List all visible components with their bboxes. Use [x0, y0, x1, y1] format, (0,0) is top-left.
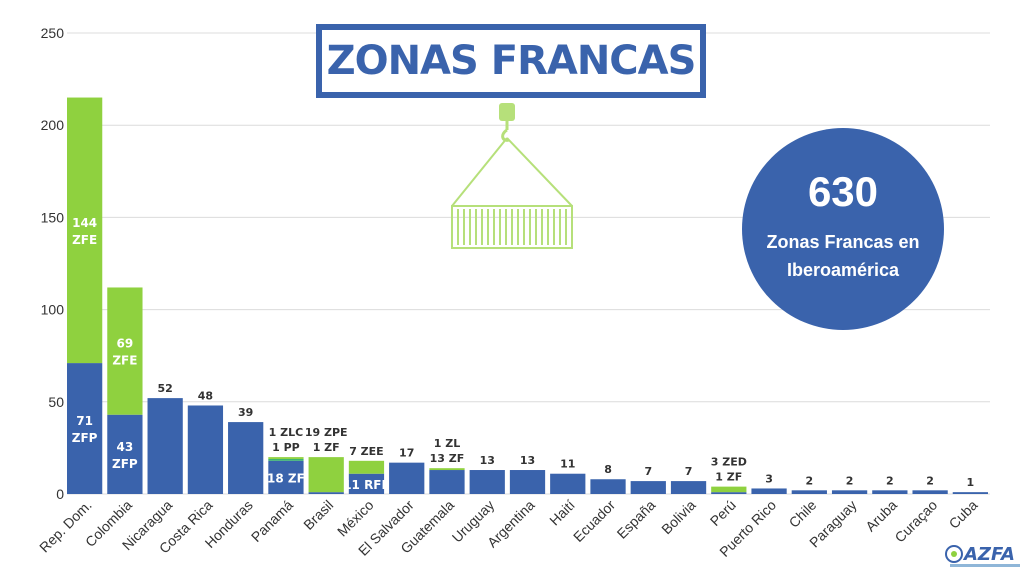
bar-segment	[509, 470, 546, 494]
bar-segment	[268, 458, 304, 461]
bar-segment	[429, 468, 465, 471]
bar-value-label: 2	[886, 474, 894, 487]
bar-value-label: 1 ZF	[313, 441, 340, 454]
bar-segment	[67, 97, 103, 364]
bar-value-label: 1 ZLC	[269, 426, 304, 439]
shipping-container-icon	[451, 205, 573, 249]
bar-segment	[872, 490, 908, 494]
bar-value-label: 1 ZL	[434, 437, 460, 450]
bar-value-label: 17	[399, 447, 414, 460]
x-tick-label: Curaçao	[891, 497, 940, 546]
y-tick-label: 100	[41, 302, 65, 318]
x-tick-label: Rep. Dom.	[36, 497, 95, 556]
bar-segment-label: ZFP	[112, 457, 138, 471]
bar-segment	[751, 488, 787, 494]
x-tick-label: Perú	[707, 497, 739, 529]
bar-value-label: 1 ZF	[715, 471, 742, 484]
summary-value: 630	[807, 168, 879, 215]
bar-segment-label: 144	[72, 216, 97, 230]
bar-segment	[630, 481, 666, 494]
bar-segment-label: ZFE	[72, 233, 97, 247]
bar-value-label: 8	[604, 463, 612, 476]
bar-segment	[147, 398, 183, 494]
bar-value-label: 7	[685, 465, 693, 478]
bar-segment	[228, 422, 264, 494]
bar-segment	[187, 405, 224, 494]
bar-segment	[348, 473, 385, 494]
x-tick-label: Bolivia	[658, 497, 699, 538]
bar-segment	[912, 490, 948, 494]
logo-underline	[950, 564, 1020, 567]
bar-segment	[952, 492, 988, 494]
x-tick-label: Chile	[786, 497, 820, 531]
crane-hook-icon	[451, 103, 573, 207]
bar-value-label: 13 ZF	[430, 452, 465, 465]
x-tick-label: Panamá	[248, 497, 296, 545]
x-tick-label: Aruba	[862, 497, 900, 535]
bar-segment	[791, 490, 827, 494]
bar-value-label: 2	[926, 474, 934, 487]
bar-segment-label: 18 ZF	[267, 471, 305, 485]
logo-text: AZFA	[964, 544, 1015, 565]
bar-segment	[348, 460, 385, 474]
y-tick-label: 50	[48, 394, 64, 410]
bar-value-label: 3 ZED	[711, 456, 747, 469]
bar-segment-label: ZFP	[72, 431, 98, 445]
bar-segment	[670, 481, 707, 494]
y-axis-ticks: 0 50 100 150 200 250	[41, 25, 65, 502]
bar-value-label: 1	[967, 476, 975, 489]
azfa-logo-icon: AZFA	[944, 542, 1020, 572]
bar-segment-label: 43	[117, 440, 134, 454]
chart-title-box: ZONAS FRANCAS	[316, 24, 706, 98]
bar-segment	[469, 470, 505, 494]
bar-value-label: 7	[644, 465, 652, 478]
bar-segment	[107, 287, 143, 415]
x-tick-label: España	[614, 497, 659, 542]
x-tick-label: Haití	[546, 497, 578, 529]
bar-segment	[711, 492, 747, 494]
x-tick-label: Brasil	[300, 497, 336, 533]
bar-value-label: 2	[846, 474, 854, 487]
bar-segment	[308, 457, 344, 493]
bar-value-label: 52	[157, 382, 172, 395]
summary-label: Zonas Francas en Iberoamérica	[766, 232, 920, 280]
bar-value-label: 2	[805, 474, 813, 487]
bar-segment	[590, 479, 626, 494]
bar-segment	[711, 486, 747, 493]
bar-segment	[831, 490, 868, 494]
bar-value-label: 3	[765, 472, 773, 485]
bar-segment-label: 69	[117, 337, 134, 351]
bar-value-label: 19 ZPE	[305, 426, 348, 439]
bar-segment	[389, 462, 425, 494]
summary-circle: 630 Zonas Francas en Iberoamérica	[742, 128, 944, 330]
bar-segment	[550, 473, 586, 494]
x-tick-label: Cuba	[946, 497, 981, 532]
bar-segment-label: 11 RFE	[343, 478, 390, 492]
x-tick-label: Ecuador	[570, 497, 618, 545]
bar-segment	[107, 414, 143, 494]
bar-value-label: 39	[238, 406, 253, 419]
bar-segment	[67, 363, 103, 494]
bar-segment	[268, 457, 304, 459]
y-tick-label: 200	[41, 117, 65, 133]
bar-segment	[308, 492, 344, 494]
bar-value-label: 13	[480, 454, 495, 467]
bar-segment-label: ZFE	[112, 354, 137, 368]
bar-segment	[429, 470, 465, 494]
bar-value-label: 7 ZEE	[349, 445, 384, 458]
y-tick-label: 150	[41, 209, 65, 225]
bar-segment-label: 71	[76, 414, 93, 428]
chart-title: ZONAS FRANCAS	[326, 38, 697, 84]
y-tick-label: 250	[41, 25, 65, 41]
bar-value-label: 13	[520, 454, 535, 467]
bar-value-label: 1 PP	[272, 441, 300, 454]
bar-value-label: 11	[560, 458, 575, 471]
bar-value-label: 48	[198, 389, 213, 402]
bar-segment	[268, 460, 304, 494]
y-tick-label: 0	[56, 486, 64, 502]
